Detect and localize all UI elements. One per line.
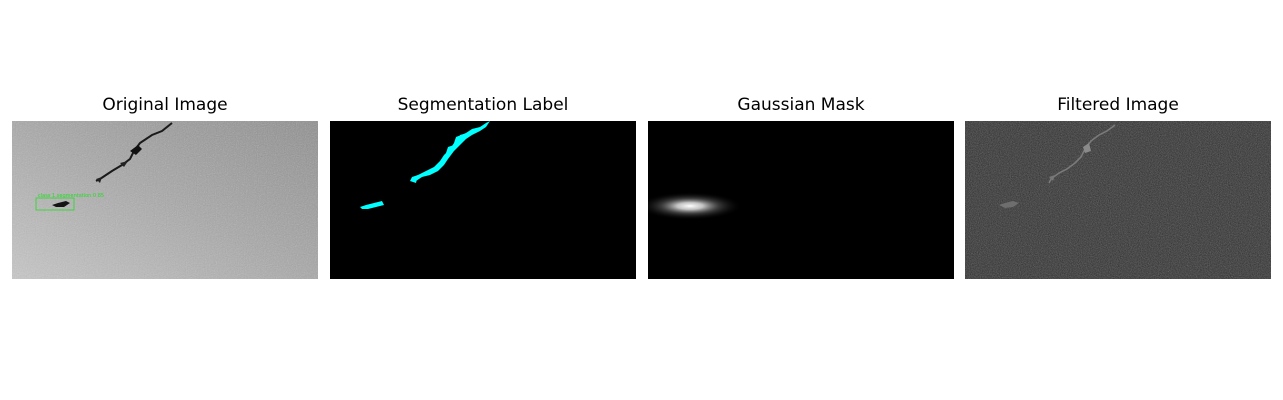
filtered-image <box>965 121 1271 279</box>
filtered-image-title: Filtered Image <box>1057 95 1179 115</box>
original-image-title: Original Image <box>102 95 228 115</box>
gaussian-mask-image <box>648 121 954 279</box>
original-image: class 1 segmentation 0.85 <box>12 121 318 279</box>
gaussian-mask-title: Gaussian Mask <box>737 95 865 115</box>
filtered-image-panel <box>965 121 1271 279</box>
segmentation-label-title: Segmentation Label <box>397 95 569 115</box>
detection-label: class 1 segmentation 0.85 <box>38 193 104 199</box>
segmentation-label-image <box>330 121 636 279</box>
original-image-panel: class 1 segmentation 0.85 <box>12 121 318 279</box>
gaussian-mask-panel <box>648 121 954 279</box>
detection-box <box>35 197 75 211</box>
segmentation-label-panel <box>330 121 636 279</box>
